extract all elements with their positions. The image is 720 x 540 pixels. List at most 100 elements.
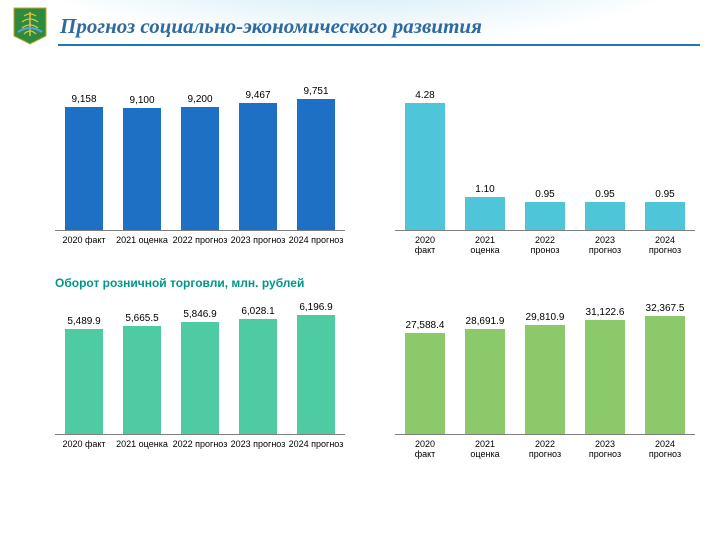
x-axis-label: 2022пронoз — [516, 235, 574, 256]
bar-value-label: 0.95 — [655, 189, 674, 200]
bar — [465, 329, 505, 434]
bar-wrap: 5,665.5 — [123, 294, 161, 434]
bar — [525, 325, 565, 434]
x-axis-label: 2023 прогноз — [230, 235, 286, 245]
bar-wrap: 0.95 — [645, 80, 685, 230]
bar-wrap: 9,100 — [123, 80, 161, 230]
bar-wrap: 32,367.5 — [645, 294, 685, 434]
x-axis-label: 2024прогноз — [636, 439, 694, 460]
chart-top-left: 9,158 9,100 9,200 9,467 9,751 2020 факт2021 о… — [55, 80, 345, 256]
bar — [65, 107, 103, 230]
bar-value-label: 9,158 — [71, 94, 96, 105]
bar-wrap: 1.10 — [465, 80, 505, 230]
x-axis-label: 2020факт — [396, 439, 454, 460]
x-axis-label: 2021оценка — [456, 439, 514, 460]
bar-wrap: 6,196.9 — [297, 294, 335, 434]
chart-plot: 9,158 9,100 9,200 9,467 9,751 — [55, 80, 345, 231]
bar-wrap: 29,810.9 — [525, 294, 565, 434]
bar-wrap: 6,028.1 — [239, 294, 277, 434]
bar-value-label: 5,665.5 — [125, 313, 158, 324]
chart-bottom-right: 27,588.4 28,691.9 29,810.9 31,122.6 32,367.5… — [395, 294, 695, 460]
header: Прогноз социально-экономического развити… — [0, 0, 720, 46]
bar-wrap: 5,846.9 — [181, 294, 219, 434]
bar-value-label: 29,810.9 — [526, 312, 565, 323]
x-axis-label: 2023прогноз — [576, 235, 634, 256]
bar-wrap: 31,122.6 — [585, 294, 625, 434]
x-axis-label: 2023прогноз — [576, 439, 634, 460]
x-axis-label: 2020 факт — [56, 235, 112, 245]
bar-wrap: 9,200 — [181, 80, 219, 230]
bar-value-label: 5,846.9 — [183, 309, 216, 320]
bar-value-label: 0.95 — [535, 189, 554, 200]
page-title: Прогноз социально-экономического развити… — [60, 14, 482, 39]
charts-row-bottom: 5,489.9 5,665.5 5,846.9 6,028.1 6,196.9 2020 … — [55, 294, 695, 460]
bar — [525, 202, 565, 230]
charts-area: 9,1589,1009,2009,4679,7512020 факт2021 о… — [55, 80, 695, 479]
bar — [585, 202, 625, 230]
bar — [585, 320, 625, 434]
bar — [239, 319, 277, 434]
bar — [405, 103, 445, 230]
bar — [405, 333, 445, 434]
bar-value-label: 9,100 — [129, 95, 154, 106]
chart-bottom-left: 5,489.9 5,665.5 5,846.9 6,028.1 6,196.9 2020 … — [55, 294, 345, 460]
bar-value-label: 27,588.4 — [406, 320, 445, 331]
bar-value-label: 1.10 — [475, 184, 494, 195]
bar — [297, 99, 335, 230]
bar-wrap: 0.95 — [585, 80, 625, 230]
bar-wrap: 0.95 — [525, 80, 565, 230]
x-axis-labels: 2020 факт2021 оценка2022 прогноз2023 про… — [55, 235, 345, 245]
x-axis-label: 2020 факт — [56, 439, 112, 449]
retail-turnover-subtitle: Оборот розничной торговли, млн. рублей — [55, 276, 695, 290]
x-axis-label: 2023 прогноз — [230, 439, 286, 449]
x-axis-label: 2021 оценка — [114, 439, 170, 449]
charts-row-top: 9,158 9,100 9,200 9,467 9,751 2020 факт2021 о… — [55, 80, 695, 256]
bar-value-label: 0.95 — [595, 189, 614, 200]
x-axis-label: 2022 прогноз — [172, 235, 228, 245]
x-axis-labels: 2020факт2021оценка2022пронoз2023прогноз2… — [395, 235, 695, 256]
bar — [123, 108, 161, 230]
emblem-icon — [10, 6, 50, 46]
bar-wrap: 9,158 — [65, 80, 103, 230]
bar-wrap: 9,751 — [297, 80, 335, 230]
bar-value-label: 9,200 — [187, 94, 212, 105]
bar — [645, 316, 685, 434]
bar-value-label: 6,196.9 — [299, 302, 332, 313]
bar — [181, 322, 219, 434]
x-axis-label: 2021оценка — [456, 235, 514, 256]
bar-value-label: 31,122.6 — [586, 307, 625, 318]
x-axis-label: 2020факт — [396, 235, 454, 256]
bar — [645, 202, 685, 230]
bar-wrap: 9,467 — [239, 80, 277, 230]
x-axis-label: 2022прогноз — [516, 439, 574, 460]
bar-wrap: 27,588.4 — [405, 294, 445, 434]
x-axis-label: 2024прогноз — [636, 235, 694, 256]
bar — [181, 107, 219, 230]
bar-wrap: 28,691.9 — [465, 294, 505, 434]
bar-value-label: 5,489.9 — [67, 316, 100, 327]
bar — [123, 326, 161, 434]
chart-plot: 27,588.4 28,691.9 29,810.9 31,122.6 32,367.5 — [395, 294, 695, 435]
title-underline — [58, 44, 700, 46]
chart-top-right: 4.281.100.950.950.952020факт2021оценка20… — [395, 80, 695, 256]
bar-value-label: 28,691.9 — [466, 316, 505, 327]
chart-plot: 4.28 1.10 0.95 0.95 0.95 — [395, 80, 695, 231]
x-axis-labels: 2020 факт2021 оценка2022 прогноз2023 про… — [55, 439, 345, 449]
x-axis-label: 2024 прогноз — [288, 439, 344, 449]
x-axis-labels: 2020факт2021оценка2022прогноз2023прогноз… — [395, 439, 695, 460]
bar-value-label: 6,028.1 — [241, 306, 274, 317]
bar-wrap: 4.28 — [405, 80, 445, 230]
chart-plot: 5,489.9 5,665.5 5,846.9 6,028.1 6,196.9 — [55, 294, 345, 435]
bar — [297, 315, 335, 433]
slide: { "header": { "title": "Прогноз социальн… — [0, 0, 720, 540]
x-axis-label: 2021 оценка — [114, 235, 170, 245]
bar — [465, 197, 505, 230]
bar-value-label: 4.28 — [415, 90, 434, 101]
bar-value-label: 32,367.5 — [646, 303, 685, 314]
bar — [65, 329, 103, 434]
x-axis-label: 2022 прогноз — [172, 439, 228, 449]
bar-value-label: 9,467 — [245, 90, 270, 101]
bar-value-label: 9,751 — [303, 86, 328, 97]
x-axis-label: 2024 прогноз — [288, 235, 344, 245]
bar — [239, 103, 277, 230]
